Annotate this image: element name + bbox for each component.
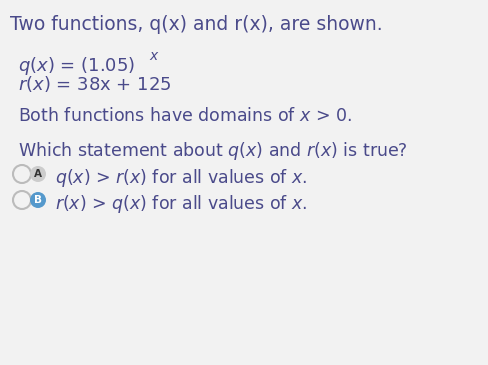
- Circle shape: [13, 191, 31, 209]
- Text: Which statement about $q(x)$ and $r(x)$ is true?: Which statement about $q(x)$ and $r(x)$ …: [18, 140, 407, 162]
- Text: $r(x)$ = 38x + 125: $r(x)$ = 38x + 125: [18, 74, 171, 94]
- Text: $x$: $x$: [149, 49, 160, 63]
- Text: Both functions have domains of $x$ > 0.: Both functions have domains of $x$ > 0.: [18, 107, 351, 125]
- Circle shape: [30, 166, 46, 182]
- Text: B: B: [34, 195, 42, 205]
- Circle shape: [30, 192, 46, 208]
- Text: A: A: [34, 169, 42, 179]
- Text: Two functions, q(x) and r(x), are shown.: Two functions, q(x) and r(x), are shown.: [10, 15, 382, 34]
- Text: $q(x)$ > $r(x)$ for all values of $x$.: $q(x)$ > $r(x)$ for all values of $x$.: [55, 167, 307, 189]
- Text: $r(x)$ > $q(x)$ for all values of $x$.: $r(x)$ > $q(x)$ for all values of $x$.: [55, 193, 307, 215]
- Text: $q(x)$ = (1.05): $q(x)$ = (1.05): [18, 55, 135, 77]
- Circle shape: [13, 165, 31, 183]
